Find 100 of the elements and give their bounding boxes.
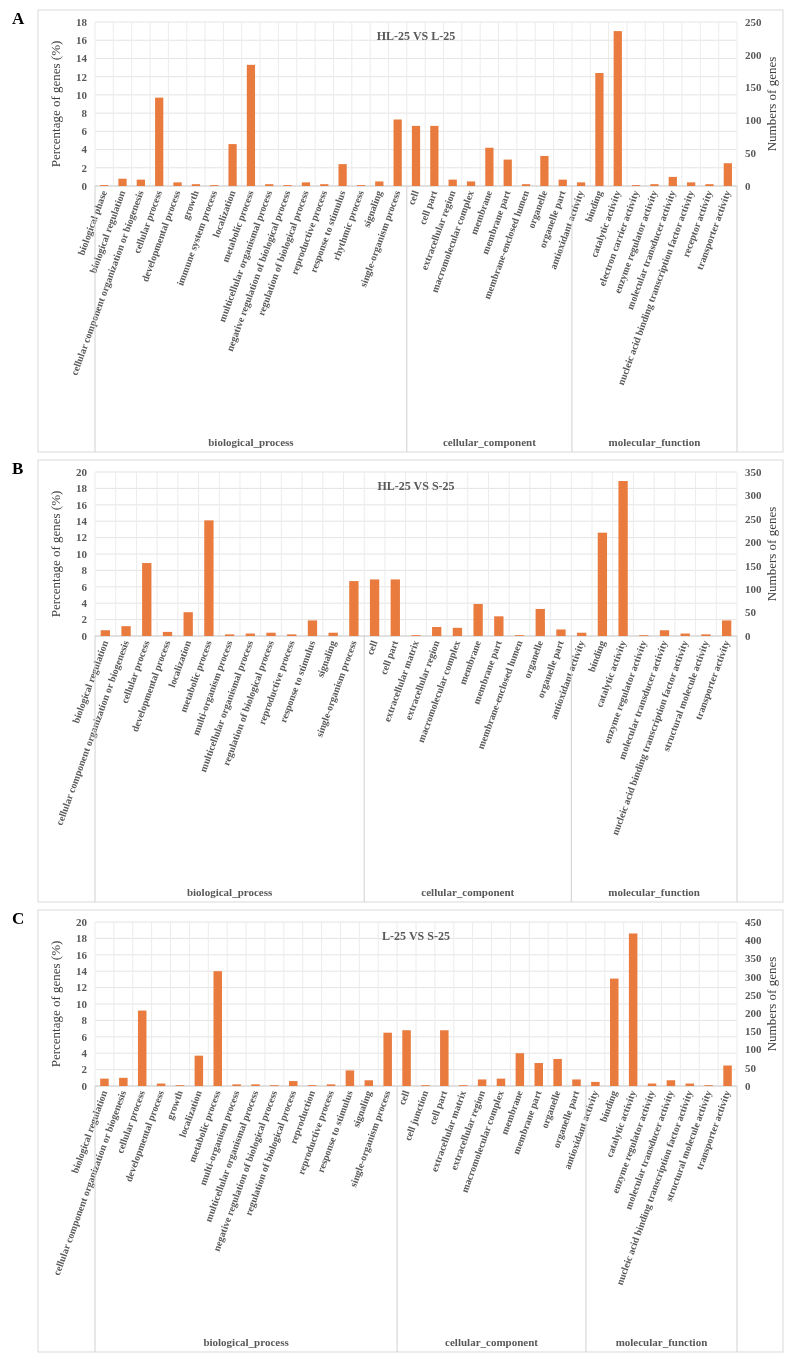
- y-tick-label: 6: [81, 580, 88, 593]
- y-axis-title: Percentage of genes (%): [48, 940, 63, 1068]
- y2-tick-label: 200: [745, 48, 762, 61]
- y2-tick-label: 200: [745, 536, 762, 549]
- text: molecular_function: [615, 1336, 708, 1348]
- bar: [100, 630, 111, 636]
- bar: [485, 147, 494, 186]
- bar: [383, 1032, 392, 1086]
- bar: [194, 1055, 204, 1086]
- y-tick-label: 4: [81, 597, 88, 610]
- x-tick-label: cell: [396, 1088, 412, 1107]
- y-tick-label: 14: [76, 965, 88, 978]
- bar: [515, 1053, 525, 1086]
- y-tick-label: 14: [76, 52, 88, 65]
- bar: [307, 620, 318, 636]
- bar: [473, 604, 483, 636]
- y-tick-label: 12: [76, 70, 88, 83]
- y-tick-label: 2: [81, 613, 88, 626]
- y-tick-label: 20: [76, 915, 88, 928]
- bar: [228, 144, 237, 186]
- y-tick-label: 8: [81, 564, 88, 577]
- y-tick-label: 10: [76, 547, 88, 560]
- bar: [393, 119, 402, 186]
- bar: [390, 579, 400, 636]
- bar: [540, 155, 549, 186]
- bar: [183, 612, 193, 636]
- y2-tick-label: 150: [745, 81, 762, 94]
- y2-tick-label: 100: [745, 1043, 762, 1056]
- bar: [136, 179, 145, 186]
- bar: [597, 532, 608, 636]
- y-tick-label: 0: [81, 179, 88, 192]
- y-tick-label: 6: [81, 125, 88, 138]
- bar: [402, 1030, 411, 1086]
- y-tick-label: 18: [76, 482, 88, 495]
- bar: [687, 182, 696, 186]
- bar: [430, 125, 439, 186]
- y2-tick-label: 100: [745, 114, 762, 127]
- text: L-25 VS S-25: [382, 929, 450, 943]
- bar: [572, 1079, 581, 1086]
- bar: [553, 1058, 562, 1086]
- bar: [723, 1065, 732, 1086]
- bar: [369, 579, 380, 636]
- text: HL-25 VS L-25: [376, 29, 456, 43]
- y-tick-label: 8: [81, 1014, 88, 1027]
- y2-tick-label: 50: [745, 147, 757, 160]
- y2-axis-title: Numbers of genes: [764, 956, 779, 1052]
- y2-axis-title: Numbers of genes: [764, 56, 779, 152]
- y-tick-label: 16: [76, 34, 88, 47]
- bar: [118, 178, 127, 186]
- y-tick-label: 4: [81, 1047, 88, 1060]
- y-tick-label: 18: [76, 15, 88, 28]
- bar: [266, 632, 276, 636]
- y2-tick-label: 250: [745, 512, 762, 525]
- y-tick-label: 16: [76, 498, 88, 511]
- x-tick-label: growth: [180, 188, 201, 222]
- y-tick-label: 16: [76, 948, 88, 961]
- bar: [155, 97, 164, 186]
- bar: [723, 163, 732, 186]
- bar: [628, 933, 638, 1086]
- bar: [162, 631, 173, 636]
- y2-tick-label: 0: [745, 179, 751, 192]
- bar: [432, 626, 442, 636]
- text: cellular_component: [445, 1336, 539, 1348]
- text: B: [12, 459, 24, 478]
- y-tick-label: 10: [76, 997, 88, 1010]
- bar: [364, 1080, 374, 1086]
- y2-tick-label: 250: [745, 988, 762, 1001]
- y2-tick-label: 300: [745, 970, 762, 983]
- bar: [466, 181, 476, 186]
- y-tick-label: 20: [76, 465, 88, 478]
- bar: [613, 31, 622, 186]
- text: C: [12, 909, 25, 928]
- y-tick-label: 10: [76, 88, 88, 101]
- y-tick-label: 14: [76, 515, 88, 528]
- bar: [576, 182, 586, 186]
- bar: [142, 563, 152, 636]
- bar: [535, 608, 545, 636]
- bar: [204, 520, 214, 636]
- bar: [591, 1081, 600, 1086]
- y2-tick-label: 250: [745, 15, 762, 28]
- bar: [721, 620, 732, 636]
- y2-tick-label: 0: [745, 1079, 751, 1092]
- bar: [121, 626, 131, 636]
- bar: [411, 125, 421, 186]
- y2-tick-label: 0: [745, 629, 751, 642]
- y2-tick-label: 200: [745, 1006, 762, 1019]
- bar: [213, 971, 222, 1086]
- bar: [477, 1079, 487, 1086]
- bar: [595, 73, 604, 186]
- text: biological_process: [186, 886, 273, 898]
- y-tick-label: 18: [76, 932, 88, 945]
- bar: [338, 164, 347, 186]
- bar: [289, 1081, 298, 1086]
- y2-axis-title: Numbers of genes: [764, 506, 779, 602]
- bar: [503, 159, 512, 186]
- bar: [494, 616, 504, 636]
- y2-tick-label: 50: [745, 606, 757, 619]
- y2-tick-label: 350: [745, 952, 762, 965]
- bar: [618, 481, 628, 636]
- y-tick-label: 12: [76, 981, 88, 994]
